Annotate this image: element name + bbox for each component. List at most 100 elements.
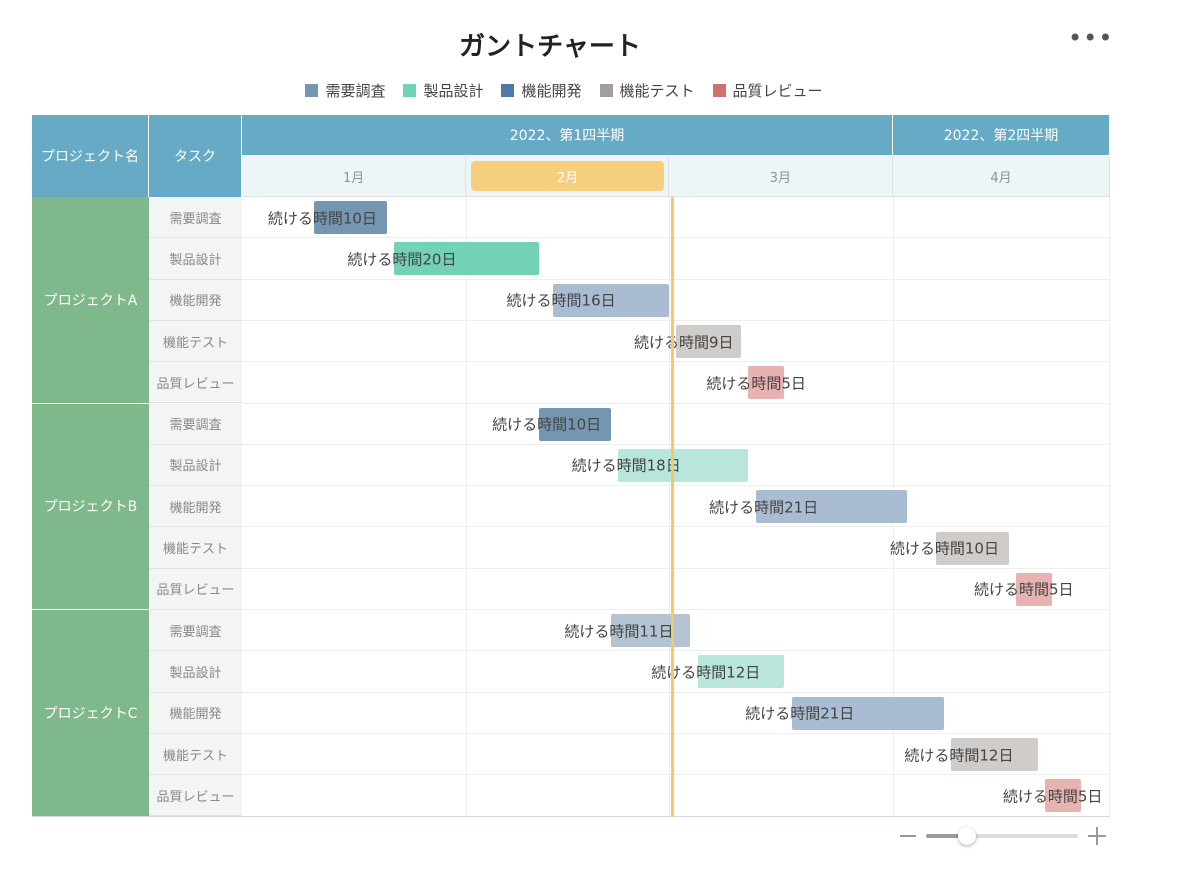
task-cell: 品質レビュー: [149, 362, 242, 404]
chart-title: ガントチャート: [459, 32, 641, 62]
project-cell: プロジェクトC: [32, 610, 149, 817]
legend-label: 製品設計: [423, 82, 484, 100]
grid-line-horizontal: [242, 526, 1110, 528]
legend-swatch: [501, 84, 515, 97]
gantt-bar[interactable]: [791, 696, 944, 730]
gantt-bar[interactable]: [610, 614, 691, 648]
legend-swatch: [599, 84, 613, 97]
task-cell: 品質レビュー: [149, 775, 242, 817]
zoom-slider-handle[interactable]: [958, 827, 977, 845]
task-cell: 機能開発: [149, 486, 242, 528]
legend-swatch: [712, 84, 726, 97]
gantt-bar[interactable]: [393, 242, 539, 276]
bar-label: 続ける時間12日: [904, 746, 1014, 765]
task-cell: 製品設計: [149, 651, 242, 693]
grid-line-horizontal: [242, 443, 1110, 445]
grid-line-horizontal: [242, 774, 1110, 776]
legend-item[interactable]: 需要調査: [305, 80, 385, 101]
legend-label: 需要調査: [325, 82, 386, 100]
month-header[interactable]: 4月: [893, 156, 1110, 197]
gantt-bar[interactable]: [538, 407, 611, 441]
legend: 需要調査 製品設計 機能開発 機能テスト 品質レビュー: [0, 80, 1128, 101]
task-cell: 製品設計: [149, 444, 242, 487]
legend-item[interactable]: 機能テスト: [599, 80, 695, 101]
grid-line-horizontal: [242, 650, 1110, 652]
grid-line-horizontal: [242, 361, 1110, 363]
quarter-header: 2022、第2四半期: [893, 115, 1110, 156]
project-cell: プロジェクトA: [32, 197, 149, 404]
bar-label: 続ける時間18日: [571, 456, 681, 475]
project-cell: プロジェクトB: [32, 403, 149, 610]
task-cell: 需要調査: [149, 610, 242, 652]
bar-label: 続ける時間5日: [973, 580, 1074, 599]
task-cell: 需要調査: [149, 403, 242, 445]
grid-line-horizontal: [242, 567, 1110, 569]
gantt-bar[interactable]: [1015, 572, 1053, 606]
grid-line-horizontal: [242, 402, 1110, 404]
month-header[interactable]: 3月: [668, 156, 893, 197]
grid-line-horizontal: [242, 485, 1110, 487]
legend-item[interactable]: 製品設計: [403, 80, 483, 101]
legend-label: 機能テスト: [619, 82, 695, 100]
task-cell: 機能開発: [149, 279, 242, 321]
bar-label: 続ける時間5日: [1002, 787, 1103, 806]
task-cell: 機能テスト: [149, 527, 242, 569]
bar-label: 続ける時間10日: [267, 209, 377, 228]
quarter-header: 2022、第1四半期: [242, 115, 893, 156]
bar-label: 続ける時間21日: [709, 498, 819, 517]
gantt-bar[interactable]: [936, 531, 1009, 565]
legend-swatch: [305, 84, 319, 97]
legend-item[interactable]: 機能開発: [501, 80, 582, 101]
task-cell: 品質レビュー: [149, 568, 242, 610]
month-header-highlighted[interactable]: 2月: [471, 161, 664, 191]
chart-bottom-border: [32, 815, 1110, 817]
task-cell: 機能テスト: [149, 733, 242, 776]
bar-label: 続ける時間16日: [506, 291, 616, 310]
gantt-bar[interactable]: [950, 738, 1038, 772]
more-options-icon[interactable]: •••: [1068, 24, 1114, 52]
bar-label: 続ける時間11日: [564, 622, 674, 641]
bar-label: 続ける時間12日: [651, 663, 761, 682]
grid-line-vertical: [668, 197, 670, 817]
gantt-bar[interactable]: [676, 325, 742, 359]
bar-label: 続ける時間10日: [492, 415, 602, 434]
task-column-header: タスク: [149, 115, 242, 197]
zoom-slider[interactable]: [926, 827, 1078, 845]
grid-line-vertical: [466, 197, 468, 817]
today-line: [671, 197, 675, 817]
bar-label: 続ける時間10日: [889, 539, 999, 558]
legend-item[interactable]: 品質レビュー: [712, 80, 823, 101]
grid-line-horizontal: [242, 732, 1110, 734]
grid-line-horizontal: [242, 691, 1110, 693]
bar-label: 続ける時間5日: [706, 374, 806, 393]
month-header[interactable]: 1月: [242, 156, 467, 197]
zoom-slider-fill: [926, 834, 968, 838]
zoom-control: [898, 822, 1108, 850]
bar-label: 続ける時間21日: [745, 704, 855, 723]
bar-label: 続ける時間9日: [634, 333, 734, 352]
grid-line-horizontal: [242, 319, 1110, 321]
gantt-bar[interactable]: [755, 490, 908, 524]
gantt-bar[interactable]: [748, 366, 785, 400]
task-cell: 機能開発: [149, 692, 242, 734]
gantt-bar[interactable]: [618, 448, 749, 482]
grid-line-horizontal: [242, 278, 1110, 280]
gantt-bar[interactable]: [553, 283, 669, 317]
gantt-bar[interactable]: [1044, 779, 1082, 813]
grid-line-horizontal: [242, 237, 1110, 239]
bar-label: 続ける時間20日: [347, 250, 457, 269]
grid-line-horizontal: [242, 609, 1110, 610]
zoom-out-icon[interactable]: [900, 835, 916, 837]
gantt-bar[interactable]: [697, 655, 785, 689]
legend-swatch: [403, 84, 417, 97]
task-cell: 機能テスト: [149, 320, 242, 363]
project-column-header: プロジェクト名: [32, 115, 149, 197]
task-cell: 需要調査: [149, 197, 242, 239]
gantt-bar[interactable]: [314, 201, 387, 235]
gantt-chart: プロジェクト名 タスク 2022、第1四半期 2022、第2四半期 1月 2月 3月 4月…: [32, 115, 1110, 819]
legend-label: 品質レビュー: [732, 82, 823, 100]
legend-label: 機能開発: [521, 82, 582, 100]
task-cell: 製品設計: [149, 238, 242, 280]
grid-line-vertical: [1109, 197, 1110, 817]
zoom-in-icon[interactable]: [1088, 827, 1106, 845]
